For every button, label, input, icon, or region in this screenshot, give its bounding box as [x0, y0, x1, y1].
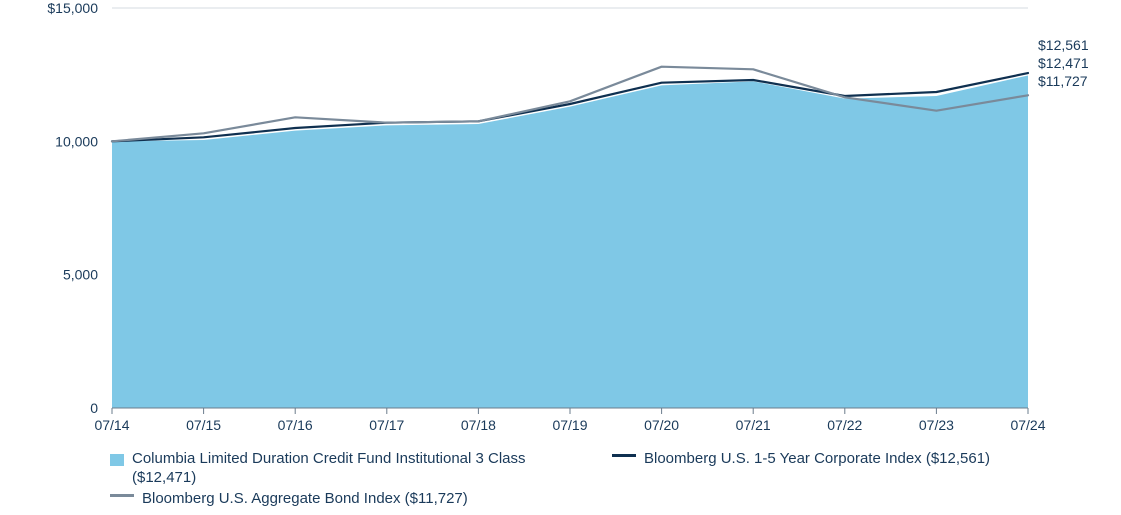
- legend-swatch-box: [110, 454, 124, 466]
- x-tick-label: 07/24: [1010, 417, 1045, 433]
- end-label-agg: $11,727: [1038, 73, 1088, 89]
- end-label-corp15: $12,561: [1038, 37, 1089, 53]
- x-tick-label: 07/17: [369, 417, 404, 433]
- legend-item-corp15: Bloomberg U.S. 1-5 Year Corporate Index …: [612, 450, 990, 469]
- x-tick-label: 07/14: [94, 417, 129, 433]
- end-label-fund: $12,471: [1038, 55, 1089, 71]
- x-tick-label: 07/22: [827, 417, 862, 433]
- x-tick-label: 07/21: [736, 417, 771, 433]
- legend-column-right: Bloomberg U.S. 1-5 Year Corporate Index …: [612, 450, 990, 510]
- y-tick-label: $15,000: [47, 0, 98, 16]
- x-tick-label: 07/23: [919, 417, 954, 433]
- x-tick-label: 07/19: [552, 417, 587, 433]
- legend-label: Columbia Limited Duration Credit Fund In…: [132, 450, 552, 488]
- x-tick-label: 07/15: [186, 417, 221, 433]
- legend-column-left: Columbia Limited Duration Credit Fund In…: [110, 450, 552, 510]
- legend-item-agg: Bloomberg U.S. Aggregate Bond Index ($11…: [110, 490, 552, 509]
- legend-swatch-line: [110, 494, 134, 497]
- legend-label: Bloomberg U.S. 1-5 Year Corporate Index …: [644, 450, 990, 469]
- x-tick-label: 07/20: [644, 417, 679, 433]
- chart-svg: 0 5,000 10,000 $15,000 07/14 07/15 07/16 07/17 0…: [0, 0, 1121, 445]
- legend-label: Bloomberg U.S. Aggregate Bond Index ($11…: [142, 490, 468, 509]
- y-tick-label: 5,000: [63, 267, 98, 283]
- growth-chart: 0 5,000 10,000 $15,000 07/14 07/15 07/16 07/17 0…: [0, 0, 1121, 515]
- x-tick-label: 07/16: [278, 417, 313, 433]
- legend-item-fund: Columbia Limited Duration Credit Fund In…: [110, 450, 552, 488]
- y-tick-label: 0: [90, 400, 98, 416]
- y-tick-label: 10,000: [55, 133, 98, 149]
- legend: Columbia Limited Duration Credit Fund In…: [110, 450, 1050, 510]
- x-tick-label: 07/18: [461, 417, 496, 433]
- legend-swatch-line: [612, 454, 636, 457]
